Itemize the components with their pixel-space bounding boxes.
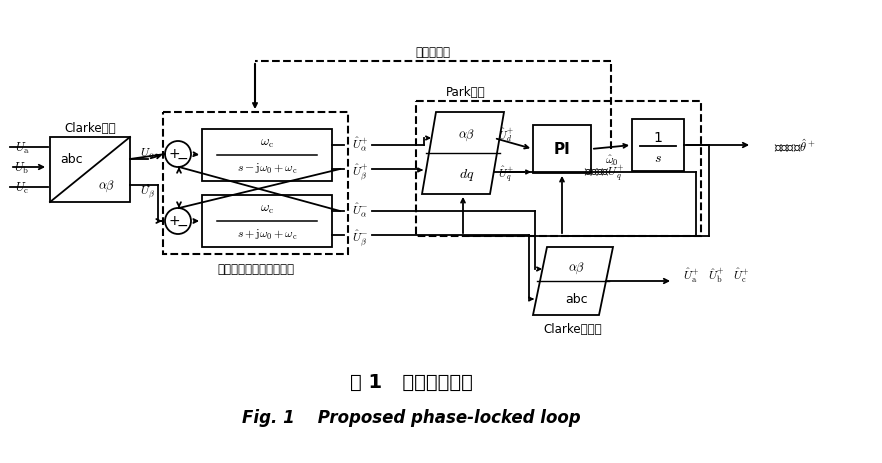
- Text: $U_{\rm b}$: $U_{\rm b}$: [14, 160, 29, 175]
- Bar: [202, 130, 332, 181]
- Text: $\hat{U}_{\rm b}^{+}$: $\hat{U}_{\rm b}^{+}$: [708, 266, 724, 285]
- Text: 1: 1: [654, 131, 662, 144]
- Bar: [533, 126, 591, 174]
- Text: $\alpha\beta$: $\alpha\beta$: [98, 178, 116, 193]
- Text: −: −: [176, 152, 188, 166]
- Text: 图 1   提出的锁相环: 图 1 提出的锁相环: [349, 372, 473, 391]
- Text: Park变换: Park变换: [446, 86, 486, 99]
- Bar: [50, 138, 130, 202]
- Text: $\hat{U}_{\beta}^{+}$: $\hat{U}_{\beta}^{+}$: [352, 163, 369, 183]
- Text: $U_{\rm c}$: $U_{\rm c}$: [15, 180, 29, 195]
- Text: $s + {\rm j}\omega_0 + \omega_{\rm c}$: $s + {\rm j}\omega_0 + \omega_{\rm c}$: [236, 227, 297, 242]
- Text: $s - {\rm j}\omega_0 + \omega_{\rm c}$: $s - {\rm j}\omega_0 + \omega_{\rm c}$: [236, 162, 297, 175]
- Text: Clarke变换: Clarke变换: [64, 121, 116, 134]
- Text: $\hat{U}_{q}^{+}$: $\hat{U}_{q}^{+}$: [498, 164, 513, 185]
- Bar: [632, 120, 684, 172]
- Text: $\hat{\omega}_0$: $\hat{\omega}_0$: [605, 154, 618, 168]
- Text: 正序幅值$\hat{U}_{q}^{+}$: 正序幅值$\hat{U}_{q}^{+}$: [584, 162, 624, 183]
- Text: Clarke反变换: Clarke反变换: [543, 323, 602, 336]
- Text: $s$: $s$: [654, 150, 662, 165]
- Text: +: +: [168, 147, 180, 161]
- Circle shape: [165, 142, 191, 168]
- Text: $U_{\beta}$: $U_{\beta}$: [140, 185, 155, 200]
- Text: $\hat{U}_{\rm c}^{+}$: $\hat{U}_{\rm c}^{+}$: [733, 266, 750, 284]
- Text: Fig. 1    Proposed phase-locked loop: Fig. 1 Proposed phase-locked loop: [242, 408, 580, 426]
- Text: $\alpha\beta$: $\alpha\beta$: [459, 127, 475, 143]
- Text: 正序相位$\hat{\theta}^+$: 正序相位$\hat{\theta}^+$: [774, 137, 816, 154]
- Text: abc: abc: [565, 293, 588, 306]
- Polygon shape: [422, 113, 504, 194]
- Text: +: +: [168, 213, 180, 227]
- Text: $\hat{U}_{\alpha}^{+}$: $\hat{U}_{\alpha}^{+}$: [352, 135, 369, 152]
- Circle shape: [165, 208, 191, 234]
- Text: $U_{\alpha}$: $U_{\alpha}$: [140, 146, 155, 159]
- Text: abc: abc: [61, 153, 83, 166]
- Text: $\hat{U}_{d}^{+}$: $\hat{U}_{d}^{+}$: [498, 126, 513, 144]
- Text: $\hat{U}_{\beta}^{-}$: $\hat{U}_{\beta}^{-}$: [352, 228, 369, 249]
- Text: $\alpha\beta$: $\alpha\beta$: [568, 260, 586, 275]
- Polygon shape: [533, 247, 613, 315]
- Bar: [202, 195, 332, 247]
- Text: 频率自适应: 频率自适应: [415, 45, 451, 58]
- Text: $U_{\rm a}$: $U_{\rm a}$: [15, 140, 29, 155]
- Text: $\hat{U}_{\rm a}^{+}$: $\hat{U}_{\rm a}^{+}$: [683, 266, 699, 284]
- Text: $\omega_{\rm c}$: $\omega_{\rm c}$: [260, 137, 274, 150]
- Text: $\hat{U}_{\alpha}^{-}$: $\hat{U}_{\alpha}^{-}$: [352, 201, 369, 218]
- Text: $\omega_{\rm c}$: $\omega_{\rm c}$: [260, 203, 274, 216]
- Text: PI: PI: [554, 142, 571, 157]
- Text: $dq$: $dq$: [460, 167, 475, 182]
- Bar: [163, 113, 348, 255]
- Text: 交叉解耦自适应复数滤波: 交叉解耦自适应复数滤波: [217, 263, 294, 276]
- Text: −: −: [176, 219, 188, 232]
- Bar: [416, 102, 701, 237]
